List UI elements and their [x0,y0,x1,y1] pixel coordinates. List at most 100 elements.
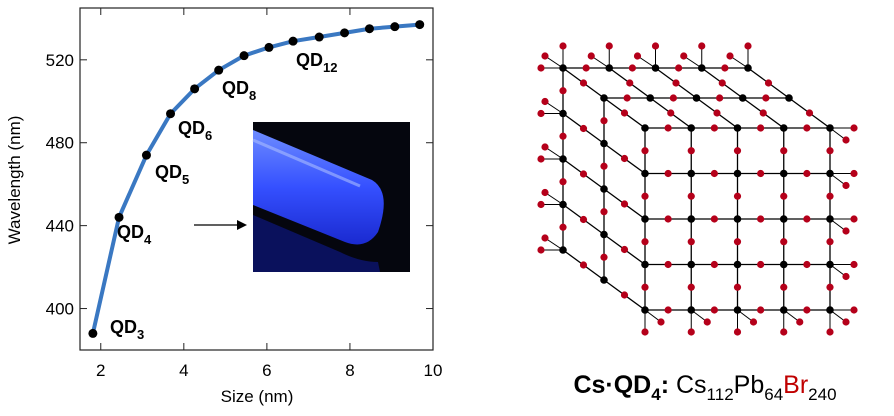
br-atom [600,253,608,261]
annotation-text: QD [222,78,249,98]
data-point [288,36,298,46]
br-atom [641,238,649,246]
data-point [390,22,400,32]
br-atom [744,42,752,50]
plot-frame [79,7,434,351]
caption-part: Cs [676,371,707,399]
data-point [239,51,249,61]
cs-atom [779,260,788,269]
lattice-diagram [537,42,858,336]
br-atom [657,318,665,326]
br-atom [579,170,588,178]
br-atom [600,208,608,216]
y-tick-label: 520 [46,51,74,70]
cs-atom [733,169,742,178]
cs-atom [779,215,788,223]
br-atom [687,328,695,336]
arrow [194,220,247,230]
annotation: QD5 [155,162,189,187]
cs-atom [687,306,696,314]
cs-atom [779,306,788,314]
cs-atom [651,64,660,72]
cs-atom [600,139,608,148]
br-atom [826,238,834,246]
br-atom [537,64,545,72]
br-atom [587,52,595,60]
data-point [214,65,224,75]
br-atom [579,215,588,224]
cs-atom [641,306,649,314]
br-atom [826,192,834,200]
x-axis-label: Size (nm) [221,387,294,406]
cs-atom [779,169,788,178]
br-atom [541,188,549,197]
br-atom [620,245,629,254]
cs-atom [641,124,649,132]
br-atom [664,124,672,132]
br-atom [805,109,814,117]
br-atom [582,64,590,72]
br-atom [680,52,688,60]
x-tick-label: 8 [345,361,354,380]
br-atom [541,52,549,60]
br-atom [759,109,767,117]
br-atom [675,64,683,72]
cs-atom [559,246,567,254]
br-atom [757,124,765,132]
cs-atom [779,124,788,132]
caption: Cs·QD4: Cs112Pb64Br240 [573,371,836,404]
annotation: QD6 [178,118,212,143]
br-atom [537,246,545,254]
data-point [264,42,274,52]
data-point [314,32,324,42]
x-tick-label: 10 [424,361,443,380]
data-point [364,24,374,34]
cs-atom [697,64,706,72]
br-atom [667,109,675,117]
br-atom [850,306,858,314]
br-atom [850,260,858,269]
data-point [141,150,151,160]
br-atom [733,238,742,246]
cs-atom [687,260,696,269]
br-atom [718,79,726,87]
inset-photo [252,122,410,272]
y-tick-label: 480 [46,134,74,153]
br-atom [641,147,649,155]
annotation-text: QD [155,162,182,182]
cs-atom [826,215,834,223]
annotation-text: QD [117,222,144,242]
y-tick-label: 400 [46,300,74,319]
annotation-subscript: 5 [182,172,189,187]
br-atom [559,132,567,140]
annotation-subscript: 3 [137,327,144,342]
br-atom [826,283,834,291]
annotation: QD4 [117,222,152,247]
br-atom [842,272,850,281]
cs-atom [559,64,567,72]
br-atom [537,155,545,163]
br-atom [803,260,811,269]
br-atom [826,328,834,336]
annotation: QD8 [222,78,256,103]
cs-atom [744,64,752,72]
br-atom [762,94,770,102]
y-tick-label: 440 [46,217,74,236]
br-atom [757,215,765,223]
br-atom [664,169,672,178]
annotation-subscript: 6 [205,128,212,143]
br-atom [757,260,765,269]
br-atom [710,169,718,178]
br-atom [664,215,672,223]
annotation: QD12 [296,50,337,75]
data-point [88,328,98,338]
br-atom [710,306,718,314]
br-atom [780,283,788,291]
cs-atom [600,185,608,193]
br-atom [713,109,721,117]
cs-atom [600,230,608,239]
data-point [190,84,200,94]
br-atom [803,306,811,314]
annotation-subscript: 12 [323,60,337,75]
br-atom [850,215,858,223]
